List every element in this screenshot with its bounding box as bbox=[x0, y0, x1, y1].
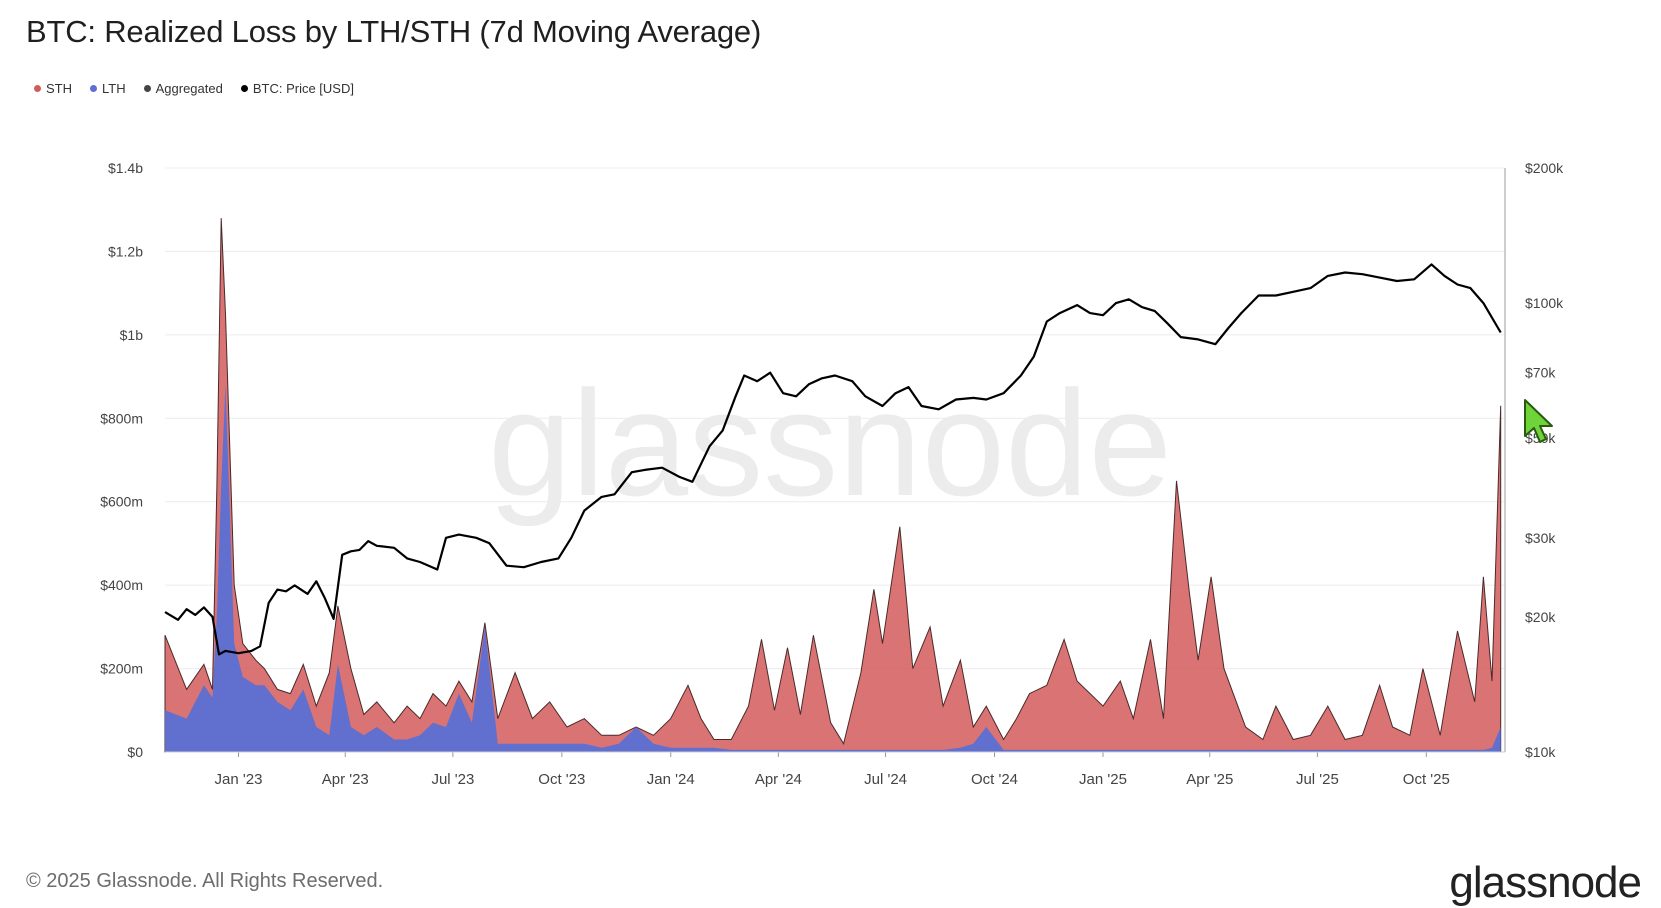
legend-item-sth[interactable]: STH bbox=[34, 81, 72, 96]
area-series bbox=[164, 218, 1502, 753]
legend-label-lth: LTH bbox=[102, 81, 126, 96]
left-tick-label: $400m bbox=[100, 577, 143, 593]
left-tick-label: $800m bbox=[100, 410, 143, 426]
legend-dot-lth bbox=[90, 85, 97, 92]
left-tick-label: $0 bbox=[127, 744, 143, 760]
chart-title: BTC: Realized Loss by LTH/STH (7d Moving… bbox=[26, 14, 762, 49]
left-axis: $0 $200m $400m $600m $800m $1b $1.2b $1.4b bbox=[100, 160, 1506, 760]
left-tick-label: $1.4b bbox=[108, 160, 143, 176]
legend-label-price: BTC: Price [USD] bbox=[252, 81, 354, 96]
watermark: glassnode bbox=[488, 359, 1172, 527]
x-tick-label: Jan '24 bbox=[647, 771, 695, 788]
x-tick-label: Apr '24 bbox=[755, 771, 802, 788]
left-tick-label: $200m bbox=[100, 661, 143, 677]
x-tick-label: Apr '23 bbox=[322, 771, 369, 788]
legend-dot-aggregated bbox=[143, 85, 151, 92]
lth-area bbox=[165, 384, 1501, 752]
copyright-footer: © 2025 Glassnode. All Rights Reserved. bbox=[26, 870, 384, 892]
legend-dot-sth bbox=[34, 85, 41, 92]
right-tick-label: $20k bbox=[1525, 609, 1556, 625]
left-tick-label: $600m bbox=[100, 494, 143, 510]
x-tick-label: Jul '23 bbox=[431, 771, 474, 788]
x-tick-label: Jul '24 bbox=[864, 771, 907, 788]
legend-item-price[interactable]: BTC: Price [USD] bbox=[240, 81, 354, 96]
legend-item-aggregated[interactable]: Aggregated bbox=[143, 81, 223, 96]
x-tick-label: Oct '23 bbox=[538, 771, 585, 788]
legend-dot-price bbox=[240, 85, 248, 92]
x-tick-label: Jul '25 bbox=[1296, 771, 1339, 788]
price-series bbox=[164, 263, 1502, 656]
legend-label-aggregated: Aggregated bbox=[155, 81, 223, 96]
x-tick-label: Apr '25 bbox=[1186, 771, 1233, 788]
right-tick-label: $100k bbox=[1525, 295, 1564, 311]
legend-label-sth: STH bbox=[46, 81, 72, 96]
price-line bbox=[164, 263, 1502, 656]
x-tick-label: Oct '25 bbox=[1403, 771, 1450, 788]
mouse-pointer-icon bbox=[1524, 399, 1553, 443]
legend: STH LTH Aggregated BTC: Price [USD] bbox=[34, 81, 354, 96]
right-axis: $10k$20k$30k$50k$70k$100k$200k bbox=[1525, 160, 1564, 760]
left-tick-label: $1.2b bbox=[108, 243, 143, 259]
x-tick-label: Oct '24 bbox=[971, 771, 1018, 788]
right-tick-label: $70k bbox=[1525, 365, 1556, 381]
right-tick-label: $200k bbox=[1525, 160, 1564, 176]
brand-logo: glassnode bbox=[1449, 858, 1642, 907]
x-tick-label: Jan '23 bbox=[215, 771, 263, 788]
x-axis: Jan '23 Apr '23 Jul '23 Oct '23 Jan '24 Apr '… bbox=[165, 751, 1505, 788]
x-tick-label: Jan '25 bbox=[1079, 771, 1127, 788]
right-tick-label: $10k bbox=[1525, 744, 1556, 760]
left-tick-label: $1b bbox=[120, 327, 144, 343]
legend-item-lth[interactable]: LTH bbox=[90, 81, 126, 96]
right-tick-label: $30k bbox=[1525, 530, 1556, 546]
